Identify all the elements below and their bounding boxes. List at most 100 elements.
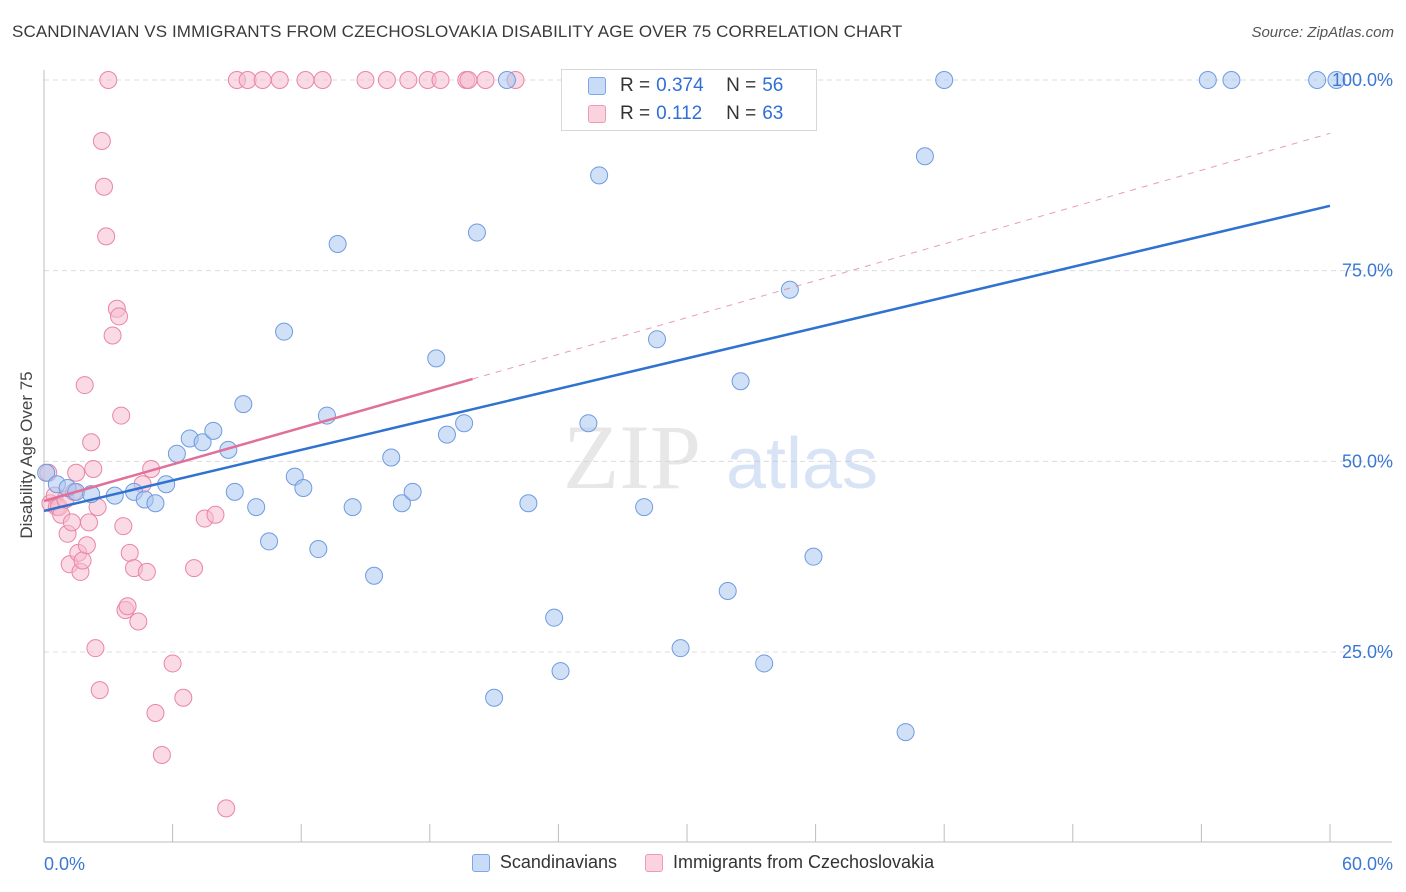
data-point-czechoslovakia <box>129 612 148 631</box>
data-point-czechoslovakia <box>399 71 418 89</box>
data-point-czechoslovakia <box>313 71 332 89</box>
legend-item-scandinavians: Scandinavians <box>471 852 617 873</box>
data-point-scandinavians <box>392 494 411 513</box>
data-point-czechoslovakia <box>86 639 105 658</box>
data-point-czechoslovakia <box>431 71 450 89</box>
data-point-czechoslovakia <box>152 745 171 764</box>
watermark-atlas: atlas <box>726 424 878 504</box>
data-point-scandinavians <box>427 349 446 368</box>
data-point-scandinavians <box>915 147 934 166</box>
y-tick-label: 50.0% <box>1342 451 1393 471</box>
data-point-scandinavians <box>437 425 456 444</box>
data-point-scandinavians <box>718 581 737 600</box>
data-point-scandinavians <box>225 482 244 501</box>
data-point-czechoslovakia <box>62 513 81 532</box>
data-point-scandinavians <box>519 494 538 513</box>
legend-row-czechoslovakia: R = 0.112 N = 63 <box>562 101 783 127</box>
data-point-scandinavians <box>497 71 516 89</box>
data-point-czechoslovakia <box>163 654 182 673</box>
source-label: Source: ZipAtlas.com <box>1251 24 1394 41</box>
data-point-scandinavians <box>579 414 598 433</box>
correlation-legend: R = 0.374 N = 56 R = 0.112 N = 63 <box>561 69 817 131</box>
data-point-scandinavians <box>635 498 654 517</box>
data-point-czechoslovakia <box>270 71 289 89</box>
legend-swatch-blue <box>588 77 606 95</box>
data-point-czechoslovakia <box>80 513 99 532</box>
x-tick-label: 60.0% <box>1342 854 1393 874</box>
data-point-czechoslovakia <box>75 376 94 395</box>
data-point-scandinavians <box>1327 71 1346 89</box>
data-point-czechoslovakia <box>296 71 315 89</box>
data-point-czechoslovakia <box>82 433 101 452</box>
data-point-czechoslovakia <box>84 459 103 478</box>
data-point-scandinavians <box>671 639 690 658</box>
data-point-czechoslovakia <box>90 681 109 700</box>
grid-layer <box>44 79 1392 653</box>
legend-row-scandinavians: R = 0.374 N = 56 <box>562 73 783 99</box>
data-point-czechoslovakia <box>377 71 396 89</box>
data-point-czechoslovakia <box>253 71 272 89</box>
data-point-scandinavians <box>146 494 165 513</box>
data-point-scandinavians <box>485 688 504 707</box>
data-point-czechoslovakia <box>73 551 92 570</box>
data-point-scandinavians <box>590 166 609 185</box>
data-point-czechoslovakia <box>92 132 111 151</box>
data-point-czechoslovakia <box>97 227 116 246</box>
data-point-scandinavians <box>551 662 570 681</box>
x-tick-label: 0.0% <box>44 854 85 874</box>
data-point-scandinavians <box>455 414 474 433</box>
legend-n-key: N = <box>726 103 757 124</box>
data-point-scandinavians <box>260 532 279 551</box>
data-point-scandinavians <box>731 372 750 391</box>
tick-labels: 25.0% 50.0% 75.0% 100.0% 0.0% 60.0% <box>44 70 1393 874</box>
legend-n-value: 56 <box>762 75 784 96</box>
data-point-scandinavians <box>1222 71 1241 89</box>
legend-n-key: N = <box>726 75 757 96</box>
legend-swatch-pink <box>645 853 663 872</box>
data-point-scandinavians <box>365 566 384 585</box>
y-axis-label: Disability Age Over 75 <box>17 371 36 539</box>
data-point-czechoslovakia <box>103 326 122 345</box>
data-point-scandinavians <box>382 448 401 467</box>
data-point-scandinavians <box>234 395 253 414</box>
watermark: ZIP atlas <box>563 406 878 508</box>
data-point-czechoslovakia <box>112 406 131 425</box>
legend-n-value: 63 <box>762 103 784 124</box>
data-point-scandinavians <box>204 421 223 440</box>
data-point-scandinavians <box>935 71 954 89</box>
data-point-czechoslovakia <box>110 307 129 326</box>
data-point-scandinavians <box>403 482 422 501</box>
data-point-czechoslovakia <box>476 71 495 89</box>
trend-line-scandinavians <box>43 204 1331 513</box>
data-point-scandinavians <box>804 547 823 566</box>
legend-r-value: 0.374 <box>656 75 704 96</box>
data-point-scandinavians <box>247 498 266 517</box>
legend-swatch-blue <box>471 853 490 872</box>
chart-title: SCANDINAVIAN VS IMMIGRANTS FROM CZECHOSL… <box>12 22 903 41</box>
y-tick-label: 25.0% <box>1342 642 1393 662</box>
legend-item-czechoslovakia: Immigrants from Czechoslovakia <box>645 852 934 873</box>
data-point-czechoslovakia <box>185 559 204 578</box>
legend-r-value: 0.112 <box>656 103 703 124</box>
legend-swatch-pink <box>588 105 606 123</box>
data-point-czechoslovakia <box>67 463 86 482</box>
data-point-czechoslovakia <box>238 71 257 89</box>
data-point-scandinavians <box>1198 71 1217 89</box>
data-point-czechoslovakia <box>120 543 139 562</box>
data-point-scandinavians <box>545 608 564 627</box>
legend-r-key: R = <box>620 75 651 96</box>
data-point-czechoslovakia <box>356 71 375 89</box>
data-point-scandinavians <box>755 654 774 673</box>
data-point-czechoslovakia <box>118 597 137 616</box>
data-point-scandinavians <box>467 223 486 242</box>
data-point-scandinavians <box>37 463 56 482</box>
y-tick-label: 100.0% <box>1332 70 1393 90</box>
data-point-scandinavians <box>167 444 186 463</box>
y-tick-label: 75.0% <box>1342 261 1393 281</box>
data-point-scandinavians <box>309 540 328 559</box>
trend-lines <box>43 132 1331 513</box>
data-point-czechoslovakia <box>459 71 478 89</box>
data-point-czechoslovakia <box>137 562 156 581</box>
axis-layer <box>43 70 1392 843</box>
data-point-scandinavians <box>1308 71 1327 89</box>
